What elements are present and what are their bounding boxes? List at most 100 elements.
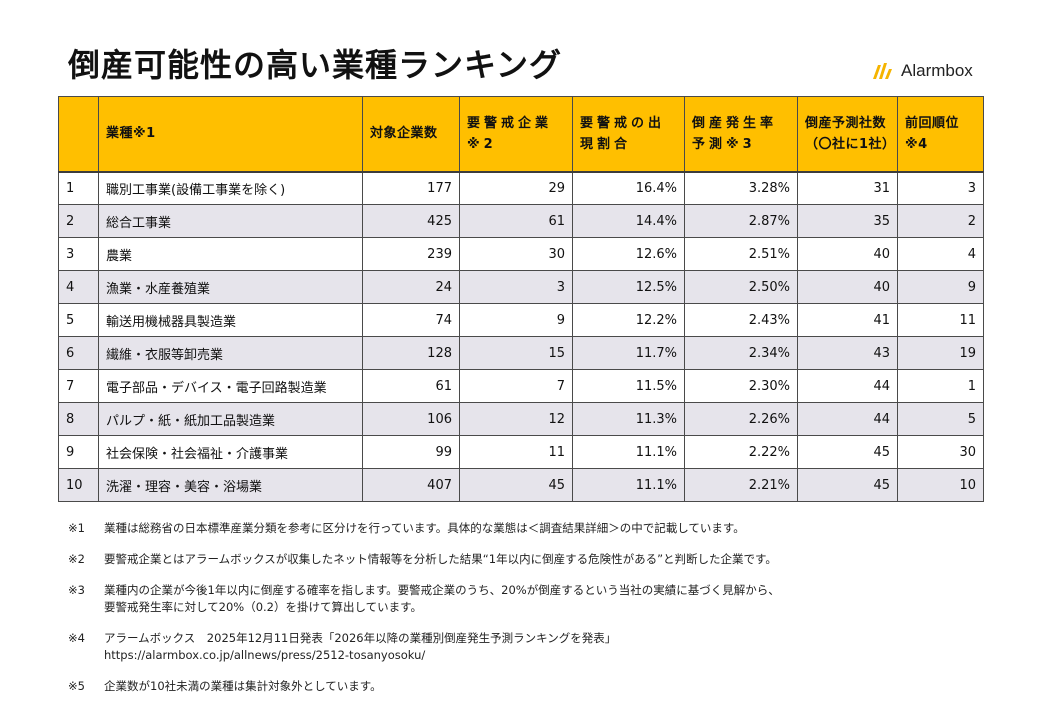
cell-watch: 12 [459, 402, 573, 436]
cell-predicted: 40 [797, 270, 898, 304]
cell-watch: 30 [459, 237, 573, 271]
cell-bankruptcy-rate: 2.87% [684, 204, 798, 238]
table-row: 8 パルプ・紙・紙加工品製造業 106 12 11.3% 2.26% 44 5 [58, 402, 984, 436]
cell-previous: 2 [897, 204, 984, 238]
alarmbox-logo-icon [873, 63, 892, 79]
header-rank [58, 96, 99, 172]
cell-companies: 239 [362, 237, 460, 271]
footnote-line: 企業数が10社未満の業種は集計対象外としています。 [104, 679, 382, 693]
cell-industry: 洗濯・理容・美容・浴場業 [98, 468, 363, 502]
cell-bankruptcy-rate: 2.22% [684, 435, 798, 469]
footnote-mark: ※5 [68, 679, 85, 693]
footnote-mark: ※2 [68, 552, 85, 566]
cell-industry: 漁業・水産養殖業 [98, 270, 363, 304]
footnote-body: アラームボックス 2025年12月11日発表「2026年以降の業種別倒産発生予測… [104, 630, 968, 664]
footnote-body: 要警戒企業とはアラームボックスが収集したネット情報等を分析した結果“1年以内に倒… [104, 551, 968, 568]
footnote-mark: ※1 [68, 521, 85, 535]
footnote-body: 業種は総務省の日本標準産業分類を参考に区分けを行っています。具体的な業態は＜調査… [104, 520, 968, 537]
cell-companies: 106 [362, 402, 460, 436]
cell-rank: 9 [58, 435, 99, 469]
cell-previous: 4 [897, 237, 984, 271]
table-header-row: 業種※1 対象企業数 要警戒企業※2 要警戒の出現割合 倒産発生率予測※3 倒産… [58, 96, 984, 172]
cell-previous: 9 [897, 270, 984, 304]
cell-bankruptcy-rate: 2.30% [684, 369, 798, 403]
cell-predicted: 45 [797, 468, 898, 502]
cell-companies: 177 [362, 170, 460, 205]
footnote-5: ※5 企業数が10社未満の業種は集計対象外としています。 [68, 678, 968, 695]
cell-watch: 7 [459, 369, 573, 403]
cell-rank: 2 [58, 204, 99, 238]
cell-bankruptcy-rate: 2.26% [684, 402, 798, 436]
header-bankruptcy-rate: 倒産発生率予測※3 [684, 96, 798, 172]
cell-industry: 輸送用機械器具製造業 [98, 303, 363, 337]
footnote-2: ※2 要警戒企業とはアラームボックスが収集したネット情報等を分析した結果“1年以… [68, 551, 968, 568]
cell-predicted: 35 [797, 204, 898, 238]
cell-previous: 30 [897, 435, 984, 469]
cell-previous: 5 [897, 402, 984, 436]
footnote-url-link[interactable]: https://alarmbox.co.jp/allnews/press/251… [104, 648, 426, 662]
logo-text: Alarmbox [901, 61, 973, 80]
cell-companies: 74 [362, 303, 460, 337]
header-industry: 業種※1 [98, 96, 363, 172]
footnote-3: ※3 業種内の企業が今後1年以内に倒産する確率を指します。要警戒企業のうち、20… [68, 582, 968, 616]
cell-industry: 社会保険・社会福祉・介護事業 [98, 435, 363, 469]
cell-bankruptcy-rate: 2.50% [684, 270, 798, 304]
cell-companies: 407 [362, 468, 460, 502]
footnote-mark: ※3 [68, 583, 85, 597]
table-row: 9 社会保険・社会福祉・介護事業 99 11 11.1% 2.22% 45 30 [58, 435, 984, 469]
cell-watch-rate: 11.1% [572, 435, 685, 469]
cell-predicted: 45 [797, 435, 898, 469]
cell-companies: 425 [362, 204, 460, 238]
cell-rank: 10 [58, 468, 99, 502]
table-row: 6 繊維・衣服等卸売業 128 15 11.7% 2.34% 43 19 [58, 336, 984, 370]
cell-predicted: 40 [797, 237, 898, 271]
table-row: 5 輸送用機械器具製造業 74 9 12.2% 2.43% 41 11 [58, 303, 984, 337]
table-row: 1 職別工事業(設備工事業を除く) 177 29 16.4% 3.28% 31 … [58, 170, 984, 205]
cell-watch: 3 [459, 270, 573, 304]
cell-bankruptcy-rate: 3.28% [684, 170, 798, 205]
table-row: 4 漁業・水産養殖業 24 3 12.5% 2.50% 40 9 [58, 270, 984, 304]
cell-previous: 19 [897, 336, 984, 370]
footnote-mark: ※4 [68, 631, 85, 645]
cell-companies: 128 [362, 336, 460, 370]
cell-predicted: 44 [797, 369, 898, 403]
table-row: 3 農業 239 30 12.6% 2.51% 40 4 [58, 237, 984, 271]
cell-predicted: 44 [797, 402, 898, 436]
header-predicted-count: 倒産予測社数（〇社に1社） [797, 96, 898, 172]
cell-watch-rate: 16.4% [572, 170, 685, 205]
alarmbox-logo[interactable]: Alarmbox [871, 60, 973, 82]
cell-bankruptcy-rate: 2.43% [684, 303, 798, 337]
cell-watch-rate: 12.6% [572, 237, 685, 271]
cell-rank: 1 [58, 170, 99, 205]
header-watch-rate: 要警戒の出現割合 [572, 96, 685, 172]
cell-industry: 繊維・衣服等卸売業 [98, 336, 363, 370]
cell-watch-rate: 12.2% [572, 303, 685, 337]
cell-industry: 職別工事業(設備工事業を除く) [98, 170, 363, 205]
cell-previous: 1 [897, 369, 984, 403]
cell-previous: 10 [897, 468, 984, 502]
table-row: 10 洗濯・理容・美容・浴場業 407 45 11.1% 2.21% 45 10 [58, 468, 984, 502]
ranking-table: 業種※1 対象企業数 要警戒企業※2 要警戒の出現割合 倒産発生率予測※3 倒産… [58, 96, 984, 502]
footnote-line: 業種内の企業が今後1年以内に倒産する確率を指します。要警戒企業のうち、20%が倒… [104, 583, 780, 597]
cell-rank: 5 [58, 303, 99, 337]
cell-watch-rate: 12.5% [572, 270, 685, 304]
cell-watch-rate: 11.3% [572, 402, 685, 436]
footnote-line: 業種は総務省の日本標準産業分類を参考に区分けを行っています。具体的な業態は＜調査… [104, 521, 745, 535]
cell-rank: 8 [58, 402, 99, 436]
cell-predicted: 31 [797, 170, 898, 205]
table-row: 2 総合工事業 425 61 14.4% 2.87% 35 2 [58, 204, 984, 238]
cell-watch-rate: 14.4% [572, 204, 685, 238]
cell-rank: 4 [58, 270, 99, 304]
cell-companies: 24 [362, 270, 460, 304]
footnote-line: 要警戒発生率に対して20%（0.2）を掛けて算出しています。 [104, 600, 423, 614]
footnote-line: アラームボックス 2025年12月11日発表「2026年以降の業種別倒産発生予測… [104, 631, 617, 645]
cell-previous: 11 [897, 303, 984, 337]
footnote-1: ※1 業種は総務省の日本標準産業分類を参考に区分けを行っています。具体的な業態は… [68, 520, 968, 537]
cell-watch-rate: 11.7% [572, 336, 685, 370]
footnote-line: 要警戒企業とはアラームボックスが収集したネット情報等を分析した結果“1年以内に倒… [104, 552, 777, 566]
cell-watch-rate: 11.1% [572, 468, 685, 502]
footnote-4: ※4 アラームボックス 2025年12月11日発表「2026年以降の業種別倒産発… [68, 630, 968, 664]
page-title: 倒産可能性の高い業種ランキング [68, 46, 563, 84]
footnote-body: 業種内の企業が今後1年以内に倒産する確率を指します。要警戒企業のうち、20%が倒… [104, 582, 968, 616]
cell-industry: 電子部品・デバイス・電子回路製造業 [98, 369, 363, 403]
